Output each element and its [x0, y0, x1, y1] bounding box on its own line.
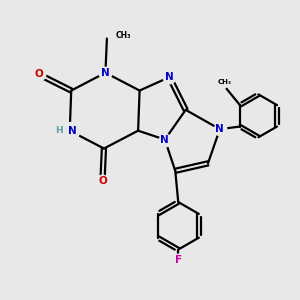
- Text: N: N: [165, 72, 174, 82]
- Text: CH₃: CH₃: [218, 79, 232, 85]
- Text: N: N: [68, 126, 76, 136]
- Text: N: N: [215, 124, 224, 134]
- Text: F: F: [175, 255, 182, 265]
- Text: H: H: [56, 126, 63, 135]
- Text: CH₃: CH₃: [116, 31, 131, 40]
- Text: O: O: [98, 176, 107, 186]
- Text: N: N: [160, 135, 169, 145]
- Text: O: O: [34, 69, 43, 79]
- Text: N: N: [101, 68, 110, 78]
